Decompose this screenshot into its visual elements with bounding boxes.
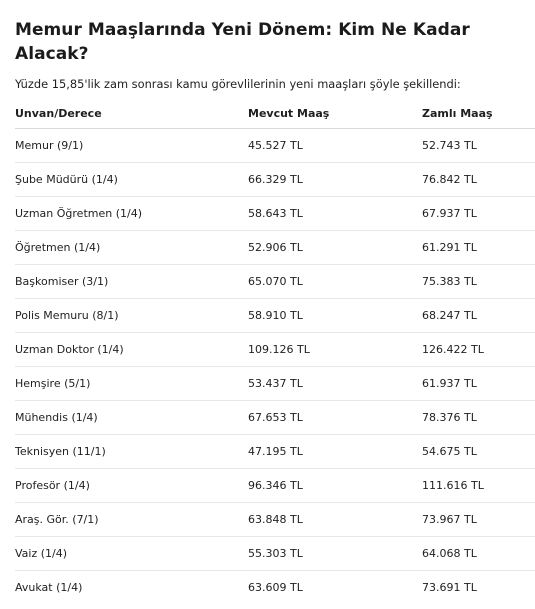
cell-title-grade: Uzman Doktor (1/4): [15, 332, 248, 367]
cell-raised-salary: 64.068 TL: [422, 536, 535, 571]
cell-title-grade: Uzman Öğretmen (1/4): [15, 196, 248, 231]
table-row: Araş. Gör. (7/1) 63.848 TL 73.967 TL: [15, 502, 535, 537]
cell-title-grade: Avukat (1/4): [15, 581, 83, 594]
cell-current-salary: 63.609 TL: [248, 581, 303, 594]
cell-title-grade: Mühendis (1/4): [15, 400, 248, 435]
table-row: Uzman Öğretmen (1/4) 58.643 TL 67.937 TL: [15, 196, 535, 231]
table-row: Uzman Doktor (1/4) 109.126 TL 126.422 TL: [15, 332, 535, 367]
table-row: Memur (9/1) 45.527 TL 52.743 TL: [15, 128, 535, 163]
cell-current-salary: 52.906 TL: [248, 230, 422, 265]
table-row: Profesör (1/4) 96.346 TL 111.616 TL: [15, 468, 535, 503]
cell-current-salary: 109.126 TL: [248, 332, 422, 367]
table-row: Vaiz (1/4) 55.303 TL 64.068 TL: [15, 536, 535, 571]
cell-raised-salary: 78.376 TL: [422, 400, 535, 435]
article-section: Memur Maaşlarında Yeni Dönem: Kim Ne Kad…: [15, 20, 535, 594]
header-raised-salary: Zamlı Maaş: [422, 98, 535, 129]
cell-title-grade: Profesör (1/4): [15, 468, 248, 503]
cell-raised-salary: 73.967 TL: [422, 502, 535, 537]
cell-current-salary: 96.346 TL: [248, 468, 422, 503]
cell-raised-salary: 76.842 TL: [422, 162, 535, 197]
cell-title-grade: Hemşire (5/1): [15, 366, 248, 401]
cell-title-grade: Teknisyen (11/1): [15, 434, 248, 469]
cell-raised-salary: 61.937 TL: [422, 366, 535, 401]
cell-raised-salary: 75.383 TL: [422, 264, 535, 299]
cell-raised-salary: 61.291 TL: [422, 230, 535, 265]
table-row: Öğretmen (1/4) 52.906 TL 61.291 TL: [15, 230, 535, 265]
cell-current-salary: 63.848 TL: [248, 502, 422, 537]
cell-title-grade: Başkomiser (3/1): [15, 264, 248, 299]
cell-current-salary: 45.527 TL: [248, 128, 422, 163]
cell-title-grade: Öğretmen (1/4): [15, 230, 248, 265]
table-row: Mühendis (1/4) 67.653 TL 78.376 TL: [15, 400, 535, 435]
cell-current-salary: 58.910 TL: [248, 298, 422, 333]
cell-current-salary: 67.653 TL: [248, 400, 422, 435]
table-row: Polis Memuru (8/1) 58.910 TL 68.247 TL: [15, 298, 535, 333]
intro-text: Yüzde 15,85'lik zam sonrası kamu görevli…: [15, 77, 461, 91]
table-row: Teknisyen (11/1) 47.195 TL 54.675 TL: [15, 434, 535, 469]
cell-raised-salary: 126.422 TL: [422, 332, 535, 367]
table-header-row: Unvan/Derece Mevcut Maaş Zamlı Maaş: [15, 98, 535, 129]
page-title: Memur Maaşlarında Yeni Dönem: Kim Ne Kad…: [15, 20, 470, 64]
cell-current-salary: 47.195 TL: [248, 434, 422, 469]
header-title-grade: Unvan/Derece: [15, 98, 248, 129]
cell-current-salary: 53.437 TL: [248, 366, 422, 401]
cell-raised-salary: 111.616 TL: [422, 468, 535, 503]
cell-title-grade: Memur (9/1): [15, 128, 248, 163]
cell-title-grade: Polis Memuru (8/1): [15, 298, 248, 333]
cell-title-grade: Şube Müdürü (1/4): [15, 162, 248, 197]
cell-raised-salary: 52.743 TL: [422, 128, 535, 163]
table-row: Hemşire (5/1) 53.437 TL 61.937 TL: [15, 366, 535, 401]
salary-table: Unvan/Derece Mevcut Maaş Zamlı Maaş Memu…: [15, 98, 535, 604]
table-row: Avukat (1/4) 63.609 TL 73.691 TL: [15, 571, 535, 605]
cell-raised-salary: 67.937 TL: [422, 196, 535, 231]
cell-current-salary: 65.070 TL: [248, 264, 422, 299]
cell-current-salary: 55.303 TL: [248, 536, 422, 571]
cell-current-salary: 66.329 TL: [248, 162, 422, 197]
cell-title-grade: Araş. Gör. (7/1): [15, 502, 248, 537]
table-row: Şube Müdürü (1/4) 66.329 TL 76.842 TL: [15, 162, 535, 197]
table-row: Başkomiser (3/1) 65.070 TL 75.383 TL: [15, 264, 535, 299]
cell-raised-salary: 68.247 TL: [422, 298, 535, 333]
cell-raised-salary: 54.675 TL: [422, 434, 535, 469]
header-current-salary: Mevcut Maaş: [248, 98, 422, 129]
cell-raised-salary: 73.691 TL: [422, 581, 477, 594]
cell-title-grade: Vaiz (1/4): [15, 536, 248, 571]
cell-current-salary: 58.643 TL: [248, 196, 422, 231]
